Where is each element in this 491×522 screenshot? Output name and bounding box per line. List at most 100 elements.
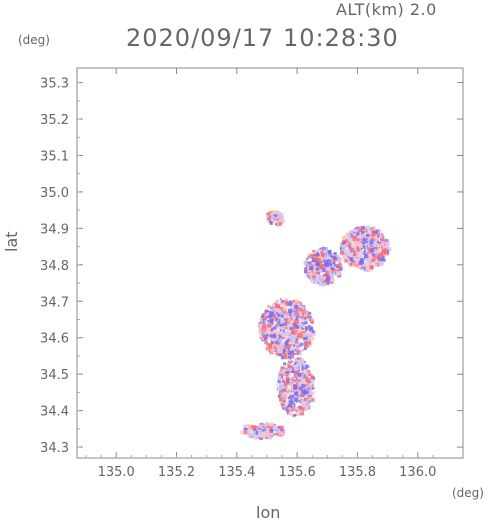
echo-pixel [286,378,291,383]
echo-pixel [282,351,285,354]
echo-pixel [310,270,314,274]
echo-pixel [296,348,299,351]
echo-pixel [351,234,355,238]
echo-pixel [384,246,388,250]
echo-pixel [341,248,346,253]
echo-pixel [266,313,269,316]
echo-pixel [300,373,304,377]
echo-pixel [292,326,295,329]
echo-pixel [322,254,326,258]
echo-pixel [359,251,363,255]
echo-pixel [303,336,308,341]
echo-pixel [289,394,294,399]
echo-pixel [296,350,300,354]
echo-pixel [289,374,292,377]
echo-pixel [384,239,389,244]
echo-pixel [350,245,354,249]
echo-pixel [281,336,285,340]
echo-pixel [293,374,297,378]
echo-pixel [353,235,357,239]
echo-pixel [332,277,335,280]
echo-pixel [284,379,287,382]
x-tick-label: 135.0 [98,465,135,480]
echo-pixel [267,305,270,308]
y-tick-label: 34.5 [40,368,69,383]
echo-pixel [288,365,291,368]
echo-pixel [295,359,299,363]
echo-pixel [307,256,310,259]
echo-pixel [288,391,292,395]
echo-pixel [299,386,304,391]
echo-pixel [309,254,314,259]
echo-pixel [280,385,285,390]
echo-pixel [278,371,282,375]
echo-pixel [311,380,315,384]
echo-pixel [327,259,332,264]
echo-pixel [375,254,378,257]
echo-pixel [353,256,358,261]
echo-pixel [338,262,342,266]
echo-pixel [253,428,256,431]
echo-pixel [317,267,321,271]
echo-pixel [286,326,291,331]
echo-pixel [283,406,286,409]
echo-pixel [363,241,366,244]
echo-pixel [273,315,276,318]
echo-pixel [285,407,289,411]
echo-pixel [373,257,378,262]
echo-pixel [323,279,327,283]
echo-pixel [308,316,313,321]
echo-pixel [295,316,300,321]
echo-pixel [290,316,293,319]
echo-pixel [294,309,297,312]
echo-pixel [274,340,278,344]
echo-pixel [290,408,294,412]
echo-pixel [289,327,293,331]
echo-pixel [327,262,330,265]
echo-pixel [278,397,283,402]
echo-pixel [363,262,368,267]
echo-pixel [322,274,327,279]
echo-pixel [297,358,302,363]
echo-pixel [368,245,371,248]
echo-pixel [292,377,296,381]
echo-pixel [305,265,308,268]
echo-pixel [371,227,374,230]
echo-pixel [311,330,315,334]
echo-pixel [304,328,308,332]
echo-pixel [299,411,304,416]
echo-pixel [275,318,278,321]
echo-pixel [291,332,294,335]
echo-pixel [294,391,299,396]
echo-pixel [344,239,347,242]
echo-pixel [310,376,315,381]
echo-pixel [369,240,374,245]
echo-pixel [373,239,378,244]
echo-pixel [336,264,341,269]
echo-pixel [288,336,292,340]
echo-pixel [285,365,288,368]
echo-pixel [285,337,288,340]
echo-pixel [269,221,273,225]
echo-pixel [294,305,299,310]
echo-pixel [274,323,278,327]
echo-pixel [332,261,336,265]
echo-pixel [288,322,293,327]
echo-pixel [316,252,319,255]
echo-pixel [258,429,263,434]
echo-pixel [286,388,290,392]
echo-pixel [276,336,279,339]
echo-pixel [272,319,276,323]
echo-pixel [273,424,276,427]
echo-pixel [306,257,309,260]
echo-pixel [300,326,304,330]
echo-pixel [367,239,371,243]
echo-northeast-cluster [339,225,392,272]
echo-pixel [289,300,292,303]
echo-pixel [313,265,317,269]
echo-pixel [293,364,297,368]
echo-pixel [365,230,370,235]
echo-pixel [286,411,290,415]
echo-pixel [342,239,345,242]
echo-pixel [287,361,290,364]
